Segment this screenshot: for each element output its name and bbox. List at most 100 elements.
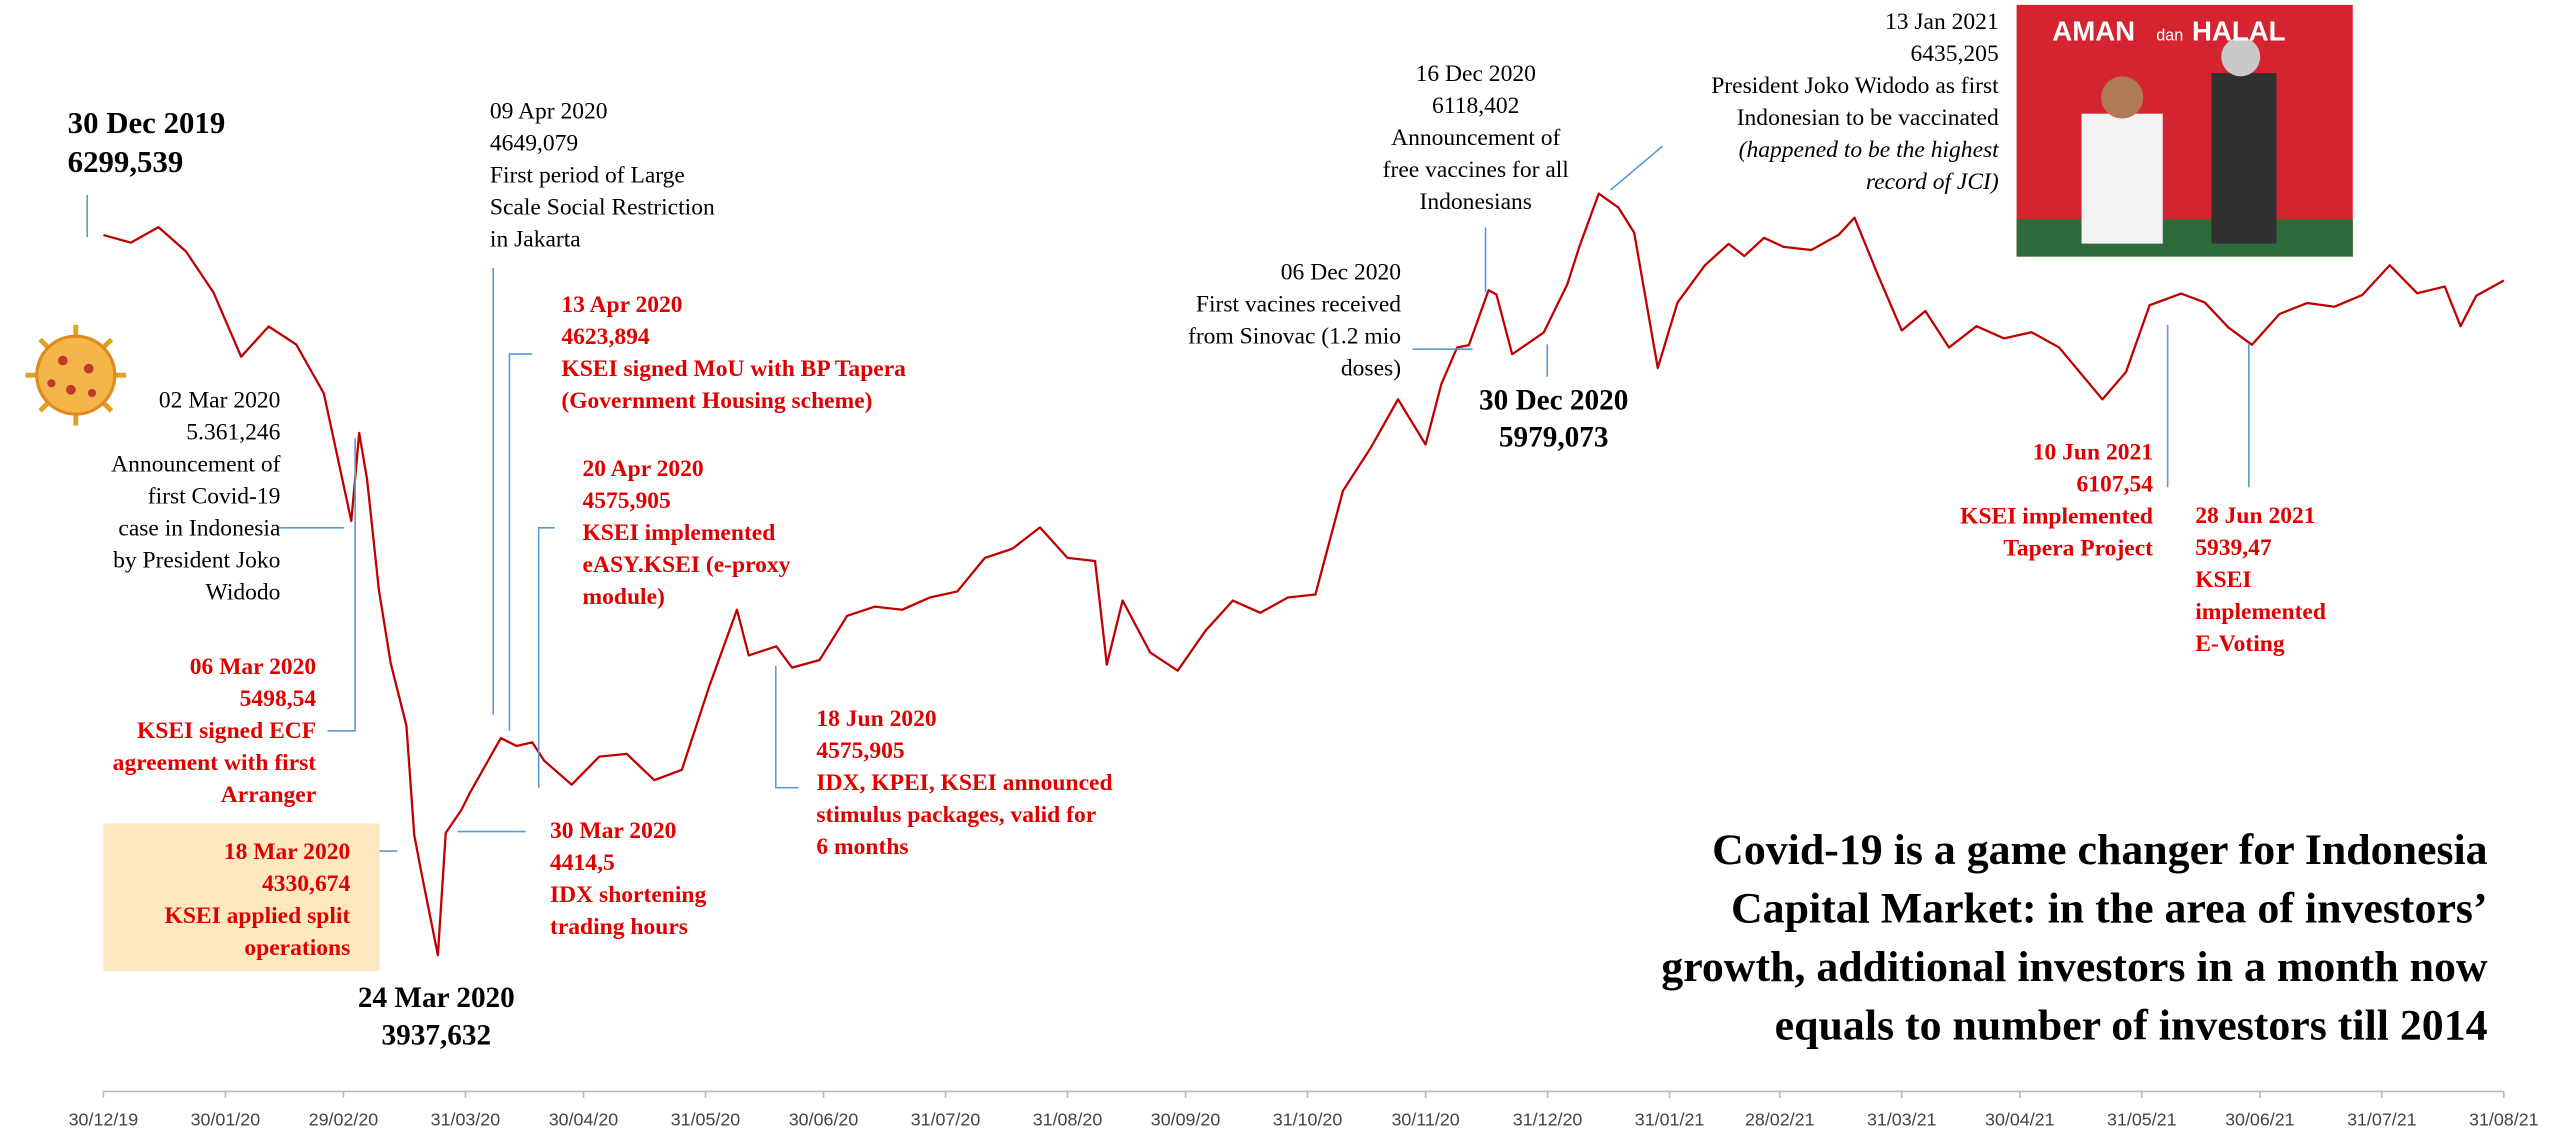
- leader-line: [508, 353, 533, 731]
- annotation-text: 4623,894: [561, 324, 649, 350]
- headline: Capital Market: in the area of investors…: [1731, 884, 2488, 932]
- headline: Covid-19 is a game changer for Indonesia: [1712, 826, 2488, 874]
- annotation-text: in Jakarta: [490, 227, 581, 253]
- x-tick-label: 31/07/21: [2347, 1110, 2417, 1130]
- annotation-text: implemented: [2195, 599, 2326, 625]
- annotation-text: IDX, KPEI, KSEI announced: [816, 770, 1112, 796]
- annotation-text: 6 months: [816, 834, 908, 860]
- x-tick-label: 31/05/21: [2107, 1110, 2177, 1130]
- annotation-text: 20 Apr 2020: [583, 456, 704, 482]
- annotation-text: stimulus packages, valid for: [816, 802, 1096, 828]
- x-tick-label: 31/07/20: [911, 1110, 981, 1130]
- x-tick-label: 31/03/20: [431, 1110, 501, 1130]
- annotation-text: free vaccines for all: [1383, 157, 1570, 183]
- x-tick-label: 29/02/20: [309, 1110, 379, 1130]
- annotation-text: 5979,073: [1499, 422, 1609, 454]
- annotation-text: doses): [1341, 355, 1401, 381]
- annotation-text: KSEI applied split: [165, 903, 351, 929]
- photo-text: HALAL: [2192, 16, 2286, 47]
- annotation-text: 06 Dec 2020: [1281, 259, 1401, 285]
- annotation-text: KSEI: [2195, 567, 2251, 593]
- annotation-text: 5.361,246: [186, 420, 280, 446]
- annotation-text: module): [583, 584, 665, 610]
- x-tick-label: 31/10/20: [1273, 1110, 1343, 1130]
- x-tick-label: 31/08/21: [2469, 1110, 2539, 1130]
- x-tick-label: 31/12/20: [1513, 1110, 1583, 1130]
- annotation-text: trading hours: [550, 914, 688, 940]
- annotation-text: Indonesian to be vaccinated: [1737, 105, 1999, 131]
- headline: growth, additional investors in a month …: [1661, 943, 2488, 991]
- highlight-box: [103, 823, 380, 972]
- x-tick-label: 30/04/20: [549, 1110, 619, 1130]
- x-tick-label: 30/04/21: [1985, 1110, 2055, 1130]
- x-tick-label: 30/12/19: [69, 1110, 139, 1130]
- x-tick-label: 30/06/21: [2225, 1110, 2295, 1130]
- annotation-text: eASY.KSEI (e-proxy: [583, 552, 791, 578]
- annotation-text: 18 Mar 2020: [224, 839, 350, 865]
- x-tick-label: 30/11/20: [1391, 1110, 1459, 1130]
- annotation-text: 16 Dec 2020: [1416, 61, 1536, 87]
- x-tick-label: 31/01/21: [1635, 1110, 1705, 1130]
- x-tick-label: 28/02/21: [1745, 1110, 1815, 1130]
- annotation-text: KSEI signed MoU with BP Tapera: [561, 356, 906, 382]
- annotation-text: 6435,205: [1910, 41, 1998, 67]
- annotation-text: by President Joko: [113, 548, 280, 574]
- annotation-text: 6118,402: [1432, 93, 1519, 119]
- annotation-text: 4575,905: [816, 738, 904, 764]
- annotation-text: 13 Jan 2021: [1885, 9, 1999, 35]
- x-tick-label: 31/03/21: [1867, 1110, 1937, 1130]
- photo: [2016, 4, 2353, 257]
- annotation-text: 6299,539: [68, 145, 184, 179]
- annotation-text: 6107,54: [2077, 472, 2154, 498]
- leader-line: [774, 665, 799, 789]
- annotation-text: KSEI implemented: [1960, 504, 2153, 530]
- annotation-note: (happened to be the highest: [1739, 137, 2001, 163]
- annotation-text: case in Indonesia: [118, 516, 281, 542]
- leader-line: [537, 527, 555, 788]
- headline: equals to number of investors till 2014: [1775, 1001, 2488, 1049]
- annotation-text: Arranger: [221, 782, 316, 808]
- annotation-text: operations: [244, 935, 350, 961]
- annotation-text: President Joko Widodo as first: [1711, 73, 1999, 99]
- x-tick-label: 30/01/20: [191, 1110, 261, 1130]
- annotation-text: 28 Jun 2021: [2195, 503, 2315, 529]
- annotation-text: 4330,674: [262, 871, 350, 897]
- photo-text: AMAN: [2052, 16, 2135, 47]
- virus-icon: [25, 324, 127, 426]
- annotation-text: agreement with first: [113, 750, 317, 776]
- annotation-note: record of JCI): [1866, 169, 1999, 195]
- annotation-text: 4649,079: [490, 131, 578, 157]
- annotation-text: first Covid-19: [148, 484, 281, 510]
- annotation-text: Tapera Project: [2003, 536, 2153, 562]
- annotation-text: 09 Apr 2020: [490, 99, 608, 125]
- annotation-text: 3937,632: [382, 1019, 492, 1051]
- annotation-text: 5939,47: [2195, 535, 2272, 561]
- annotation-text: 18 Jun 2020: [816, 706, 936, 732]
- annotation-text: from Sinovac (1.2 mio: [1188, 323, 1401, 349]
- leader-line: [1610, 145, 1664, 191]
- annotation-text: Announcement of: [1391, 125, 1560, 151]
- annotation-text: 02 Mar 2020: [159, 388, 281, 414]
- annotation-text: 24 Mar 2020: [358, 982, 515, 1014]
- annotation-text: 5498,54: [240, 686, 317, 712]
- leader-line: [327, 438, 356, 732]
- annotation-text: 4414,5: [550, 850, 615, 876]
- price-line: [103, 192, 2505, 957]
- annotation-text: 30 Dec 2020: [1479, 384, 1628, 416]
- annotation-text: KSEI implemented: [583, 520, 776, 546]
- annotation-text: E-Voting: [2195, 631, 2285, 657]
- photo-text: dan: [2156, 27, 2183, 45]
- annotation-text: Indonesians: [1420, 189, 1532, 215]
- annotation-text: 4575,905: [583, 488, 671, 514]
- annotation-text: 30 Dec 2019: [68, 106, 226, 140]
- annotation-text: 30 Mar 2020: [550, 818, 676, 844]
- annotation-text: IDX shortening: [550, 882, 706, 908]
- annotation-text: First vacines received: [1196, 291, 1401, 317]
- annotation-text: 10 Jun 2021: [2033, 440, 2153, 466]
- annotation-text: (Government Housing scheme): [561, 388, 872, 414]
- annotation-text: 13 Apr 2020: [561, 292, 682, 318]
- annotation-text: Scale Social Restriction: [490, 195, 715, 221]
- annotation-text: 06 Mar 2020: [190, 654, 316, 680]
- annotation-text: Widodo: [206, 580, 281, 606]
